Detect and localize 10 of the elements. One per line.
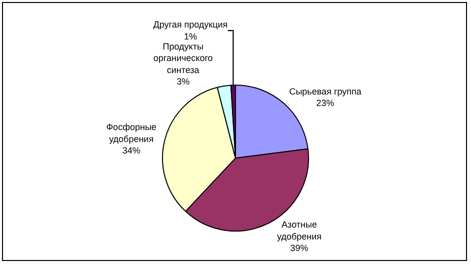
- slice-label: Другая продукция: [153, 20, 228, 30]
- slice-label: Фосфорные удобрения: [106, 122, 156, 144]
- data-label: 23%: [316, 98, 334, 108]
- data-label: 34%: [122, 146, 140, 156]
- data-label: 39%: [290, 243, 308, 254]
- slice-label: Сырьевая группа: [289, 86, 362, 96]
- data-label: 3%: [176, 76, 190, 87]
- data-label: 1%: [184, 31, 197, 42]
- slice-label: Азотные удобрения: [276, 220, 322, 242]
- slice-label: Продукты органического синтеза: [153, 41, 213, 75]
